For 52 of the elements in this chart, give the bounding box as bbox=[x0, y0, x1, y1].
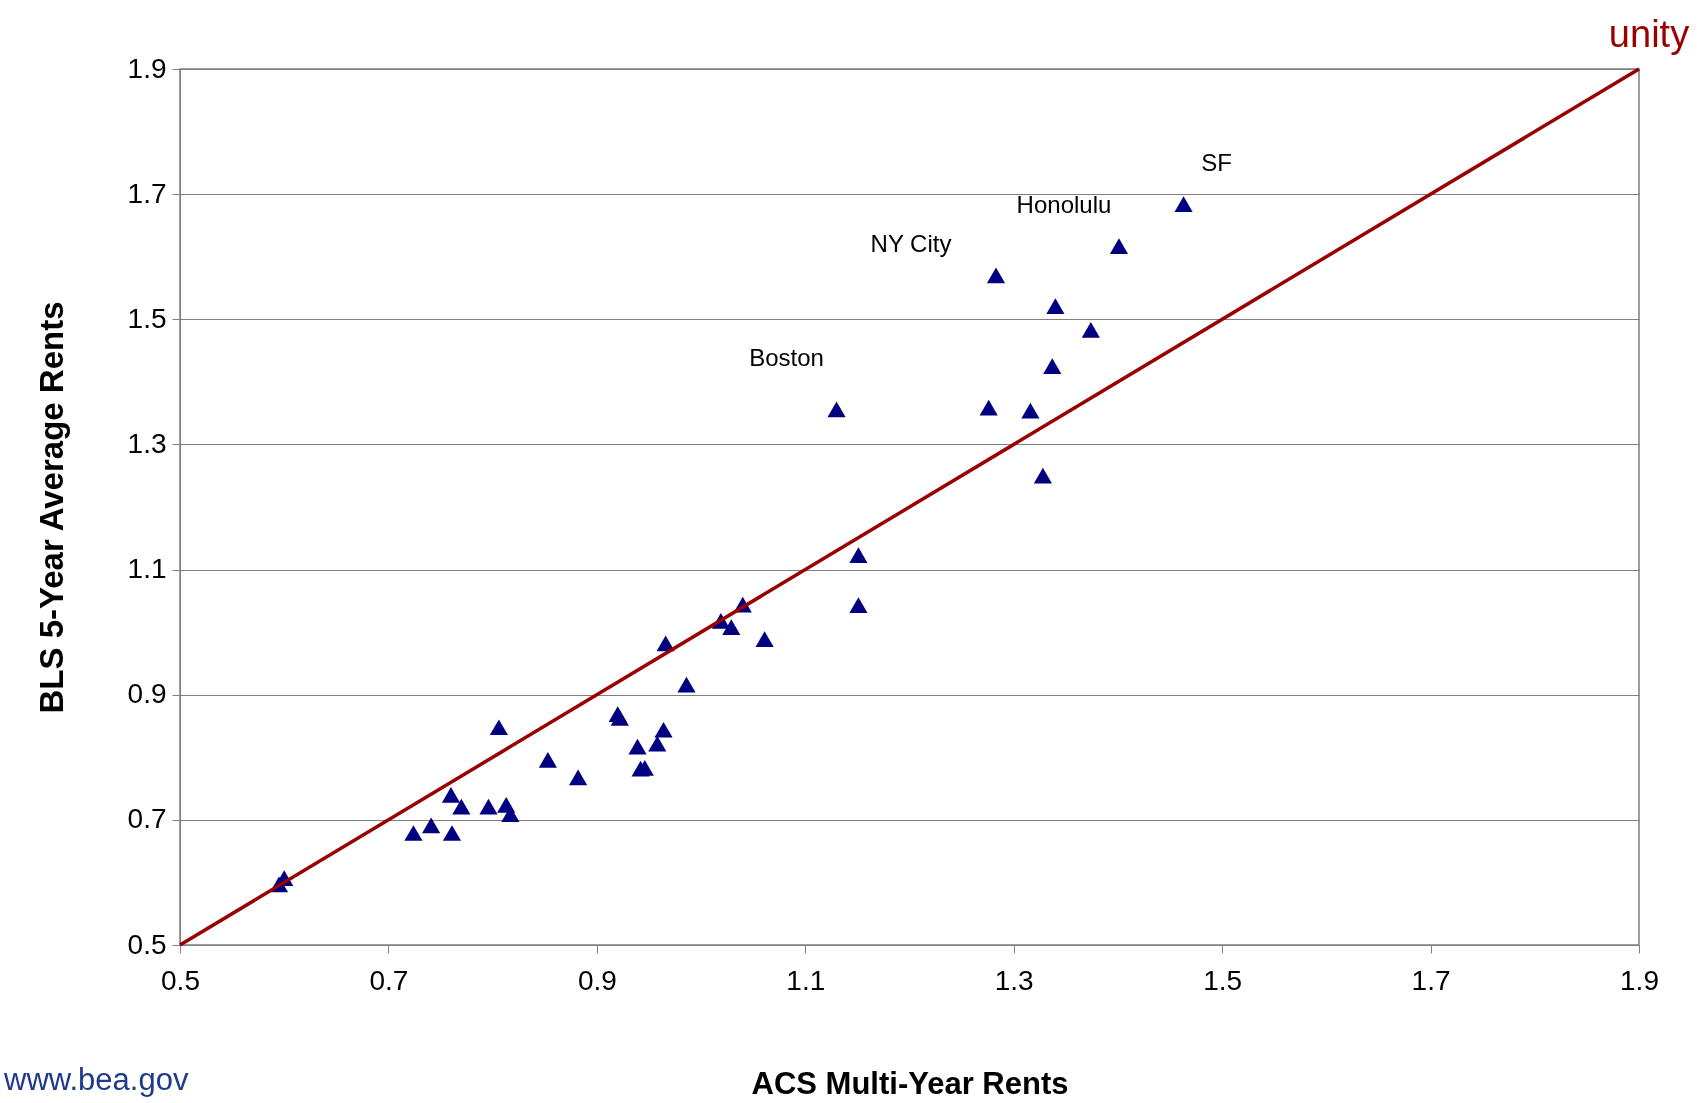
point bbox=[1081, 322, 1100, 338]
x-tick-label: 1.1 bbox=[786, 964, 826, 996]
y-tick-label: 0.9 bbox=[127, 678, 167, 710]
y-tick-label: 1.1 bbox=[127, 553, 167, 585]
x-tick-label: 0.5 bbox=[161, 964, 200, 996]
point bbox=[1021, 402, 1040, 419]
point bbox=[1046, 298, 1065, 315]
annotation: Boston bbox=[749, 344, 824, 372]
series-label: unity bbox=[1608, 13, 1690, 55]
point bbox=[489, 719, 508, 736]
point bbox=[722, 619, 741, 635]
annotation: Honolulu bbox=[1016, 191, 1112, 219]
point bbox=[827, 401, 846, 418]
text: www.bea.gov bbox=[3, 1062, 189, 1097]
annotation: SF bbox=[1201, 149, 1232, 177]
point bbox=[677, 676, 696, 693]
point bbox=[441, 786, 461, 803]
annotation: NY City bbox=[870, 230, 952, 258]
point bbox=[538, 751, 557, 768]
point bbox=[1033, 467, 1052, 484]
point bbox=[422, 817, 441, 834]
x-tick-label: 1.9 bbox=[1620, 964, 1659, 996]
point bbox=[628, 738, 647, 755]
point bbox=[479, 798, 498, 815]
point bbox=[979, 399, 998, 416]
y-tick-label: 1.9 bbox=[127, 52, 167, 84]
point bbox=[849, 547, 868, 564]
y-axis-title: BLS 5-Year Average Rents bbox=[32, 301, 70, 714]
point bbox=[654, 721, 673, 738]
x-tick-label: 1.3 bbox=[994, 964, 1034, 996]
y-tick-label: 1.7 bbox=[127, 177, 167, 209]
point bbox=[610, 710, 629, 726]
x-tick-label: 0.9 bbox=[577, 964, 617, 996]
point bbox=[1043, 358, 1062, 375]
x-tick-label: 1.7 bbox=[1411, 964, 1451, 996]
point bbox=[1174, 196, 1193, 213]
point bbox=[648, 735, 667, 752]
y-tick-label: 1.5 bbox=[127, 302, 167, 334]
point bbox=[452, 798, 471, 815]
point bbox=[569, 769, 588, 786]
point bbox=[1109, 238, 1129, 254]
y-tick-label: 1.3 bbox=[127, 427, 167, 459]
x-tick-label: 0.7 bbox=[369, 964, 409, 996]
y-tick-label: 0.5 bbox=[127, 928, 167, 960]
y-tick-label: 0.7 bbox=[127, 803, 167, 835]
point bbox=[404, 825, 423, 841]
point bbox=[986, 267, 1006, 284]
point bbox=[755, 631, 774, 647]
x-tick-label: 1.5 bbox=[1203, 964, 1243, 996]
point bbox=[849, 597, 868, 614]
x-axis-title: ACS Multi-Year Rents bbox=[751, 1065, 1069, 1101]
point bbox=[442, 825, 462, 841]
